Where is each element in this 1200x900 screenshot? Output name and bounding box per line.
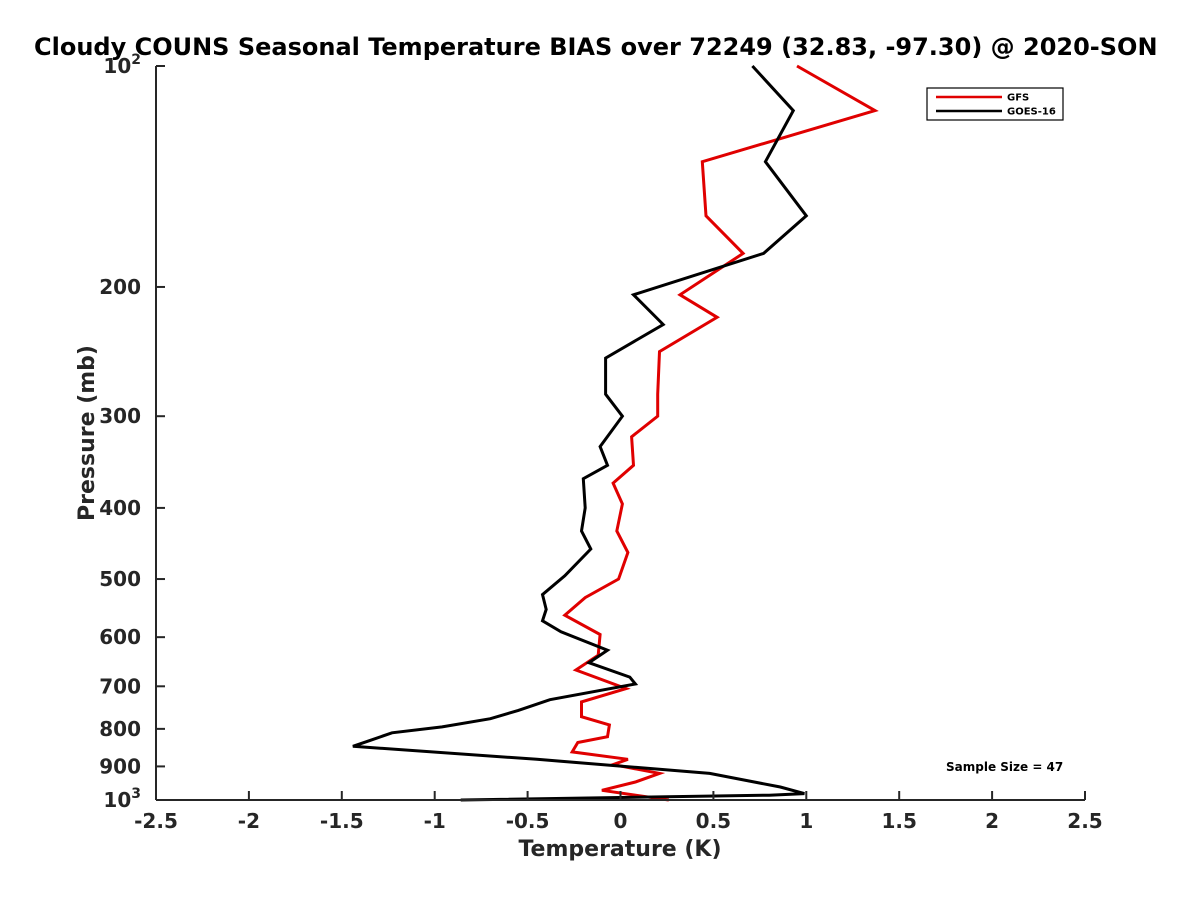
series-line-goes-16 bbox=[352, 64, 809, 802]
x-tick-label: -2 bbox=[238, 809, 260, 833]
y-axis-label: Pressure (mb) bbox=[75, 345, 100, 521]
y-tick-label: 400 bbox=[99, 496, 141, 520]
sample-size-annotation: Sample Size = 47 bbox=[946, 760, 1063, 774]
x-tick-label: -0.5 bbox=[506, 809, 550, 833]
series-layer bbox=[352, 64, 879, 802]
x-tick-label: -1.5 bbox=[320, 809, 364, 833]
y-tick-label: 300 bbox=[99, 404, 141, 428]
y-tick-label: 102 bbox=[103, 52, 141, 78]
y-tick-label: 200 bbox=[99, 275, 141, 299]
y-tick-label: 500 bbox=[99, 567, 141, 591]
x-tick-label: -2.5 bbox=[134, 809, 178, 833]
plot-background bbox=[156, 66, 1085, 800]
x-tick-label: 2 bbox=[985, 809, 999, 833]
y-tick-label: 103 bbox=[103, 786, 141, 812]
x-axis-label: Temperature (K) bbox=[518, 837, 721, 862]
y-tick-label: 700 bbox=[99, 674, 141, 698]
y-ticks: 102 200 300 400 500 600 700 800 900 103 bbox=[99, 52, 165, 812]
x-ticks: -2.5 -2 -1.5 -1 -0.5 0 0.5 1 1.5 2 2.5 bbox=[134, 791, 1103, 833]
y-tick-label: 600 bbox=[99, 625, 141, 649]
y-tick-label: 900 bbox=[99, 754, 141, 778]
series-line-gfs bbox=[562, 64, 879, 802]
x-tick-label: 0 bbox=[614, 809, 628, 833]
x-tick-label: 0.5 bbox=[696, 809, 731, 833]
legend-label-gfs: GFS bbox=[1007, 93, 1029, 104]
plot-area bbox=[156, 66, 1085, 800]
x-tick-label: 1.5 bbox=[881, 809, 916, 833]
x-tick-label: 2.5 bbox=[1067, 809, 1102, 833]
legend: GFS GOES-16 bbox=[926, 87, 1064, 121]
legend-label-goes-16: GOES-16 bbox=[1007, 107, 1056, 118]
legend-box bbox=[926, 87, 1064, 121]
x-tick-label: 1 bbox=[799, 809, 813, 833]
chart-title: Cloudy COUNS Seasonal Temperature BIAS o… bbox=[34, 33, 1158, 61]
y-tick-label: 800 bbox=[99, 717, 141, 741]
x-tick-label: -1 bbox=[424, 809, 446, 833]
